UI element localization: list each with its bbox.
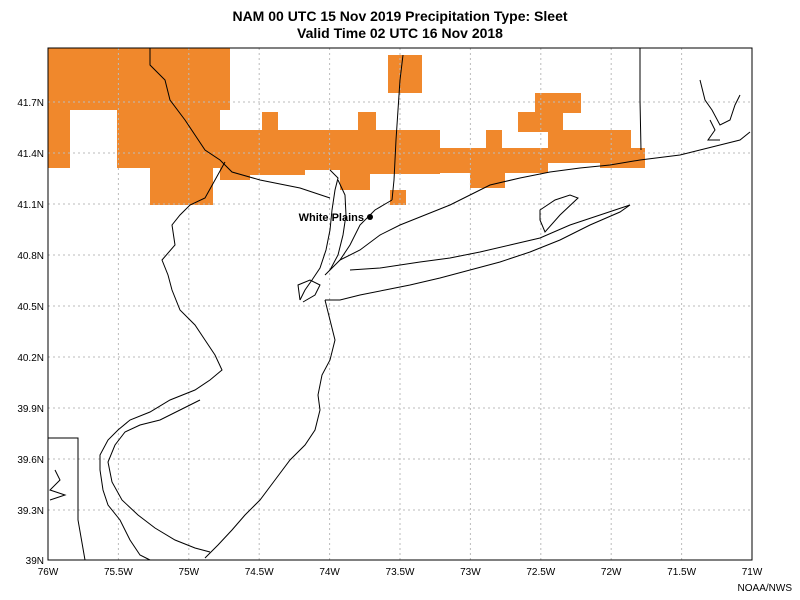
sleet-cell xyxy=(546,148,616,163)
lat-tick-label: 39N xyxy=(26,556,44,567)
lon-tick-label: 71W xyxy=(742,567,763,578)
axis-labels: 76W 75.5W 75W 74.5W 74W 73.5W 73W 72.5W 72W 71.5W… xyxy=(17,98,763,578)
lat-tick-label: 39.6N xyxy=(17,455,44,466)
coastline xyxy=(49,79,751,559)
sleet-cell xyxy=(470,148,505,188)
lat-tick-label: 40.5N xyxy=(17,302,44,313)
lat-tick-label: 40.2N xyxy=(17,353,44,364)
lat-tick-label: 39.9N xyxy=(17,404,44,415)
sleet-cell xyxy=(500,148,548,173)
sleet-cell xyxy=(388,55,422,93)
lon-tick-label: 73W xyxy=(460,567,481,578)
lat-tick-label: 41.4N xyxy=(17,149,44,160)
lon-tick-label: 73.5W xyxy=(386,567,415,578)
lon-tick-label: 75W xyxy=(179,567,200,578)
sleet-cell xyxy=(583,130,631,150)
lon-tick-label: 76W xyxy=(38,567,59,578)
sleet-cell xyxy=(535,93,581,113)
sleet-cell xyxy=(518,112,563,132)
lat-tick-label: 40.8N xyxy=(17,251,44,262)
sleet-cell xyxy=(150,168,213,205)
axes xyxy=(47,47,753,561)
sleet-cell xyxy=(385,130,435,160)
city-label: White Plains xyxy=(299,212,364,224)
sleet-cell xyxy=(486,130,502,150)
city-dot xyxy=(367,214,373,220)
lon-tick-label: 71.5W xyxy=(667,567,696,578)
map-subtitle: Valid Time 02 UTC 16 Nov 2018 xyxy=(297,25,503,41)
sleet-cell xyxy=(117,110,220,168)
lon-tick-label: 72.5W xyxy=(526,567,555,578)
credit-label: NOAA/NWS xyxy=(737,583,792,594)
sleet-cell xyxy=(548,130,583,150)
sleet-cell xyxy=(340,170,370,190)
sleet-cell xyxy=(48,110,70,168)
lon-tick-label: 74W xyxy=(319,567,340,578)
state-borders xyxy=(48,48,642,561)
gridlines xyxy=(48,48,752,560)
lat-tick-label: 41.1N xyxy=(17,200,44,211)
lon-tick-label: 74.5W xyxy=(245,567,274,578)
lat-tick-label: 41.7N xyxy=(17,98,44,109)
map-title: NAM 00 UTC 15 Nov 2019 Precipitation Typ… xyxy=(232,8,568,24)
lon-tick-label: 72W xyxy=(601,567,622,578)
sleet-cell xyxy=(358,112,376,132)
lon-tick-label: 75.5W xyxy=(104,567,133,578)
sleet-area xyxy=(48,48,645,205)
map-frame xyxy=(47,47,753,561)
city-marker: White Plains xyxy=(299,212,373,224)
sleet-cell xyxy=(390,190,406,205)
sleet-cell xyxy=(440,148,470,173)
lat-tick-label: 39.3N xyxy=(17,506,44,517)
sleet-cell xyxy=(262,112,278,132)
